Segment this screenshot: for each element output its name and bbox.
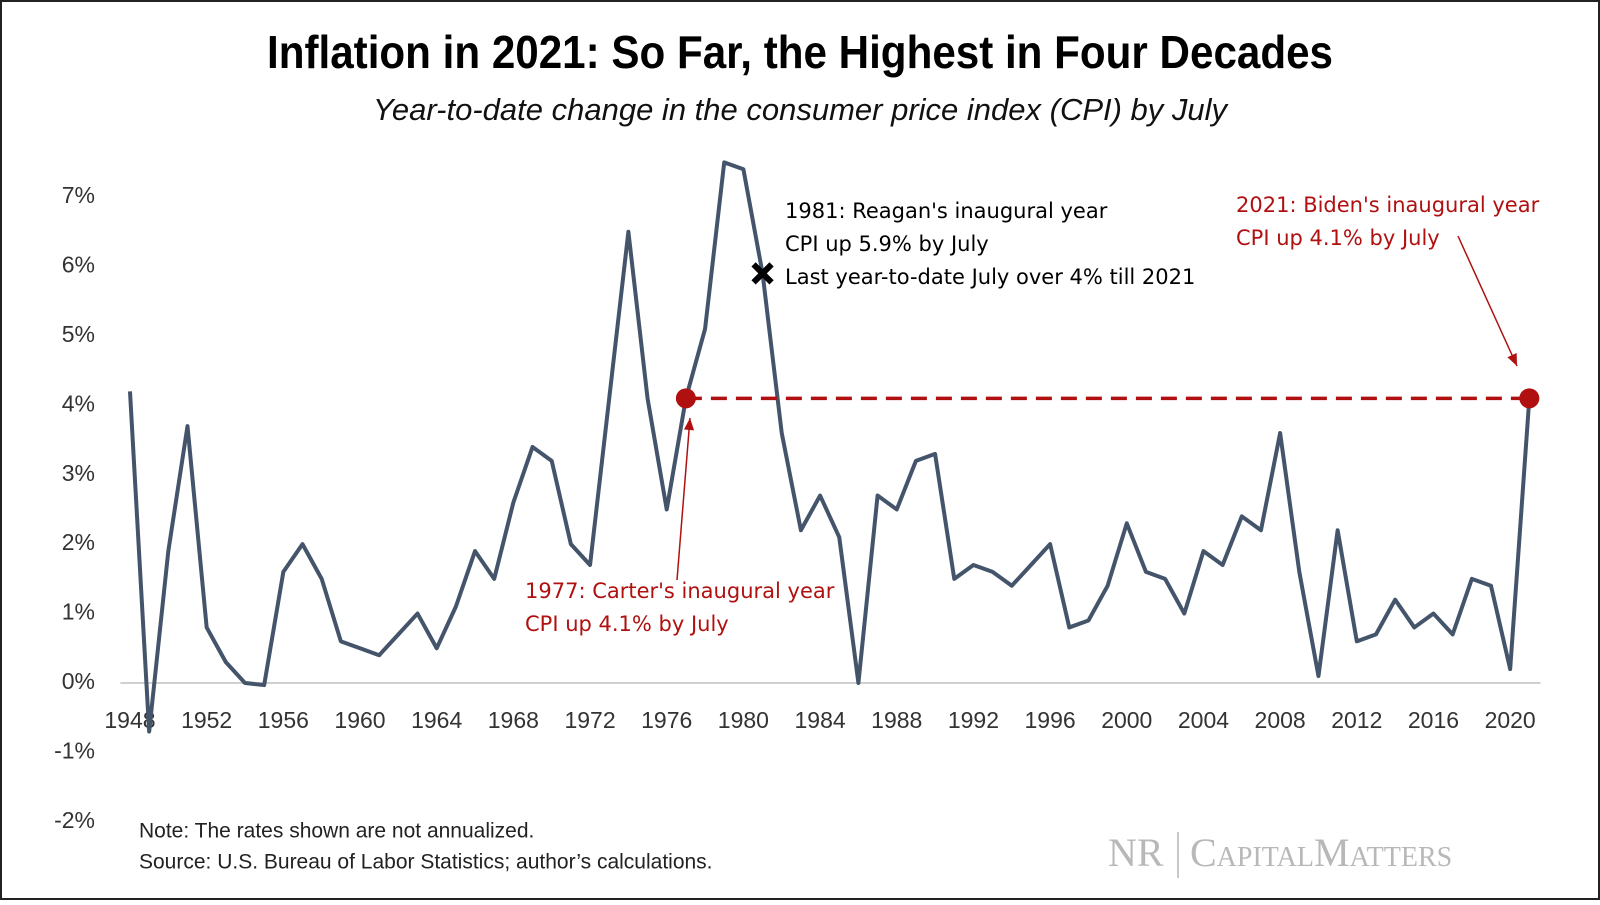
x-tick-label: 1988 (871, 707, 922, 733)
x-tick-label: 1996 (1025, 707, 1076, 733)
annotation-text: CPI up 5.9% by July (785, 232, 989, 256)
annotation-text: CPI up 4.1% by July (1236, 226, 1440, 250)
x-tick-label: 2020 (1485, 707, 1536, 733)
highlight-point (1519, 388, 1540, 409)
arrow-head (683, 418, 695, 431)
cross-marker (751, 262, 774, 285)
annotation-text: CPI up 4.1% by July (525, 612, 729, 636)
logo-right: CapitalMatters (1190, 830, 1452, 875)
chart-subtitle: Year-to-date change in the consumer pric… (373, 92, 1230, 127)
x-tick-label: 1992 (948, 707, 999, 733)
x-tick-label: 1976 (641, 707, 692, 733)
x-tick-label: 1956 (258, 707, 309, 733)
highlight-point (675, 388, 696, 409)
annotation-text: 1977: Carter's inaugural year (525, 579, 835, 603)
arrow-head (1507, 353, 1517, 366)
x-tick-label: 1968 (488, 707, 539, 733)
x-tick-label: 2016 (1408, 707, 1459, 733)
x-tick-label: 1964 (411, 707, 462, 733)
source: Source: U.S. Bureau of Labor Statistics;… (139, 851, 713, 874)
x-tick-label: 1984 (794, 707, 845, 733)
y-tick-label: 2% (62, 529, 95, 555)
y-tick-label: 4% (62, 390, 95, 416)
y-tick-label: 1% (62, 599, 95, 625)
y-tick-label: 5% (62, 321, 95, 347)
data-line (127, 160, 1532, 734)
y-tick-label: 7% (62, 182, 95, 208)
y-tick-label: -2% (54, 807, 95, 833)
annotation-text: Last year-to-date July over 4% till 2021 (785, 265, 1195, 289)
annotation-text: 2021: Biden's inaugural year (1236, 193, 1540, 217)
x-tick-label: 2000 (1101, 707, 1152, 733)
x-tick-label: 2004 (1178, 707, 1229, 733)
annotation-arrow (676, 417, 691, 581)
y-tick-label: -1% (54, 737, 95, 763)
x-tick-label: 1980 (718, 707, 769, 733)
annotation-text: 1981: Reagan's inaugural year (785, 199, 1108, 223)
x-tick-label: 1960 (334, 707, 385, 733)
y-tick-label: 6% (62, 252, 95, 278)
x-tick-label: 1952 (181, 707, 232, 733)
note: Note: The rates shown are not annualized… (139, 820, 534, 843)
x-tick-label: 2012 (1331, 707, 1382, 733)
annotation-arrow (1457, 235, 1518, 367)
logo-left: NR (1108, 830, 1164, 875)
x-tick-label: 1972 (564, 707, 615, 733)
y-tick-label: 3% (62, 460, 95, 486)
y-tick-label: 0% (62, 668, 95, 694)
x-tick-label: 2008 (1255, 707, 1306, 733)
chart-title: Inflation in 2021: So Far, the Highest i… (267, 26, 1333, 78)
